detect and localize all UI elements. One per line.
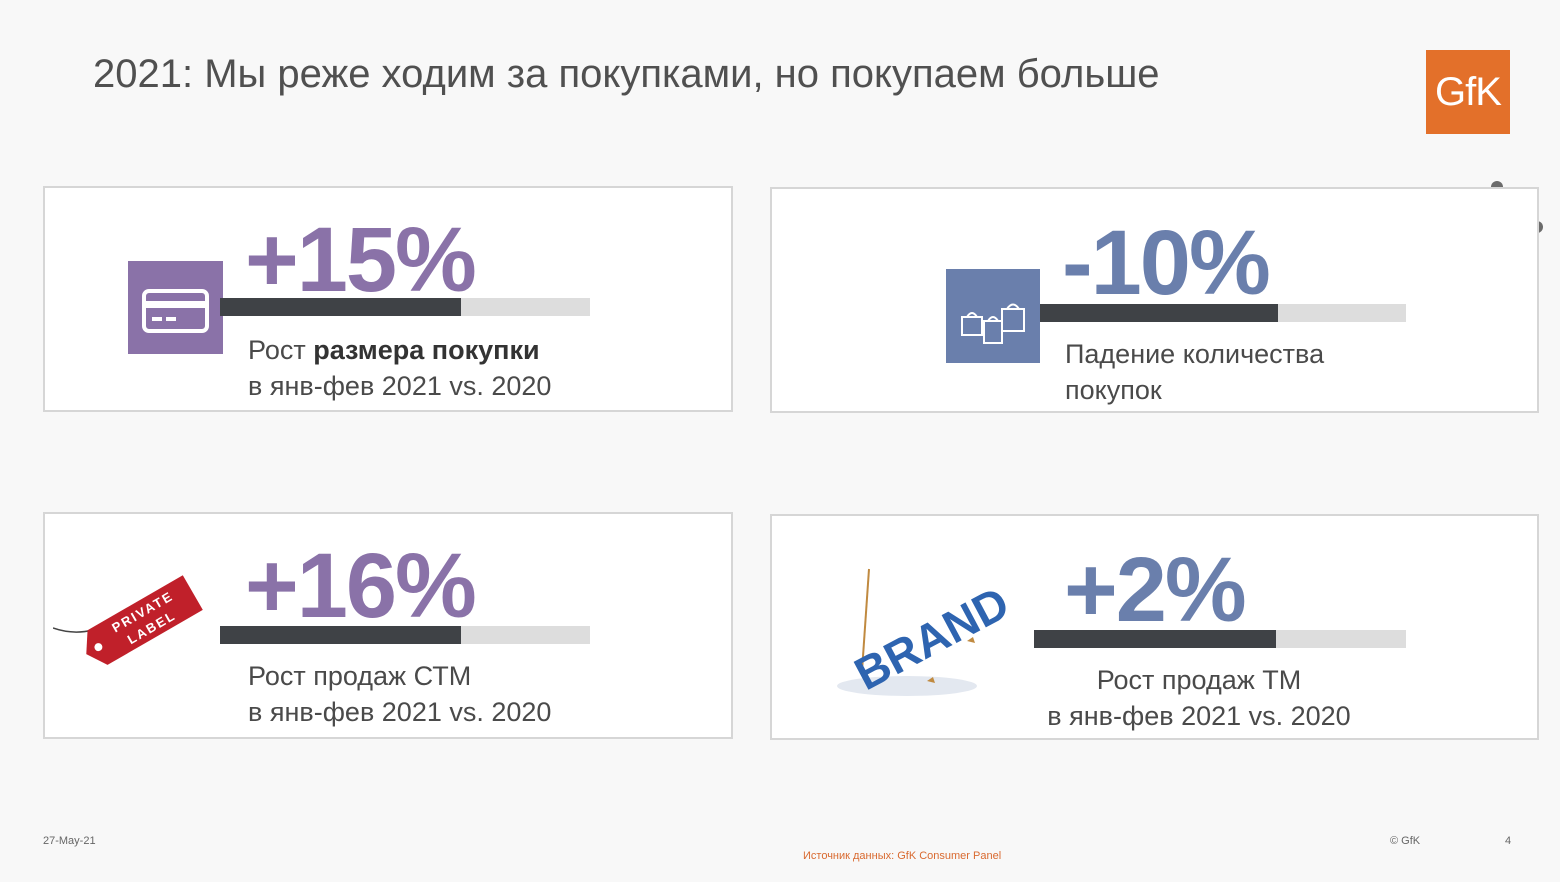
card-brand: BRAND +2% Рост продаж ТМ в янв-фев 2021 … [770,514,1539,740]
card-purchase-size: +15% Рост размера покупки в янв-фев 2021… [43,186,733,412]
card-private-label: PRIVATE LABEL +16% Рост продаж СТМ в янв… [43,512,733,739]
caption-line1: Рост продаж СТМ [248,661,472,691]
caption-line2: в янв-фев 2021 vs. 2020 [248,697,552,727]
bar-fill [220,298,461,316]
caption-line1: Рост продаж ТМ [1096,665,1302,695]
caption-line1: Падение количества [1065,339,1325,369]
caption-card-2: Падение количества покупок [1065,336,1324,408]
caption-card-4: Рост продаж ТМ в янв-фев 2021 vs. 2020 [1034,662,1364,734]
caption-bold: размера покупки [313,335,540,365]
caption-line2: в янв-фев 2021 vs. 2020 [1047,701,1351,731]
bar-card-4 [1034,630,1406,648]
caption-card-3: Рост продаж СТМ в янв-фев 2021 vs. 2020 [248,658,551,730]
private-label-tag-icon: PRIVATE LABEL [53,575,203,665]
value-card-3: +16% [245,535,477,637]
caption-line2: в янв-фев 2021 vs. 2020 [248,371,552,401]
slide-title: 2021: Мы реже ходим за покупками, но пок… [93,52,1160,96]
bar-fill [1034,630,1276,648]
credit-card-icon [128,261,223,354]
bar-card-2 [1040,304,1406,322]
footer-source: Источник данных: GfK Consumer Panel [803,850,1002,862]
bar-card-3 [220,626,590,644]
caption-prefix: Рост [248,335,314,365]
footer-copyright: © GfK [1390,835,1421,847]
card-purchase-count: -10% Падение количества покупок [770,187,1539,413]
caption-line2: покупок [1065,375,1162,405]
value-card-2: -10% [1062,212,1271,314]
value-card-1: +15% [245,209,477,311]
value-card-4: +2% [1064,539,1247,641]
bar-fill [1040,304,1278,322]
caption-card-1: Рост размера покупки в янв-фев 2021 vs. … [248,332,551,404]
bar-card-1 [220,298,590,316]
footer-date: 27-May-21 [43,835,96,847]
bar-fill [220,626,461,644]
gfk-logo: GfK [1426,50,1510,134]
shopping-bags-icon [946,269,1040,363]
brand-letters-icon: BRAND [837,568,1007,700]
page-number: 4 [1505,835,1512,847]
